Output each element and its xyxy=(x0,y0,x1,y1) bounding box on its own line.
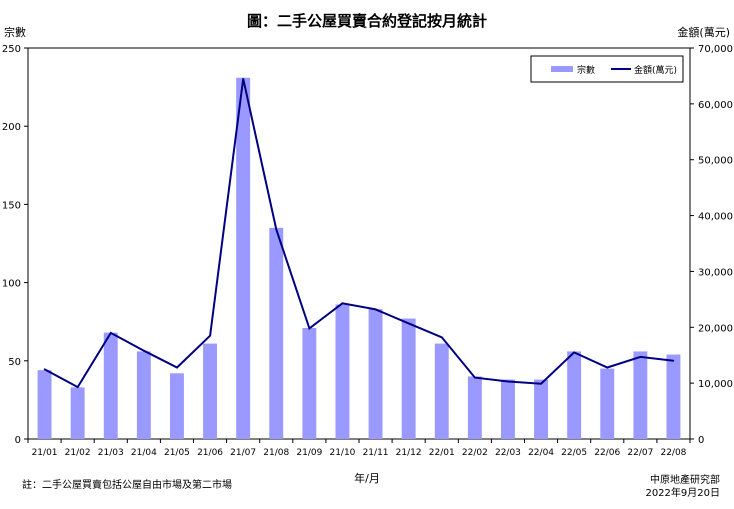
bar xyxy=(203,343,218,439)
x-tick-label: 21/05 xyxy=(164,448,190,458)
x-tick-label: 22/01 xyxy=(429,448,455,458)
bar xyxy=(136,351,151,439)
x-tick-label: 21/11 xyxy=(363,448,389,458)
x-tick-label: 21/08 xyxy=(263,448,289,458)
bar xyxy=(70,387,85,439)
x-tick-label: 21/09 xyxy=(296,448,322,458)
amount-point xyxy=(639,356,642,358)
x-tick-label: 21/04 xyxy=(131,448,157,458)
x-tick-label: 21/07 xyxy=(230,448,256,458)
amount-point xyxy=(109,332,112,334)
amount-point xyxy=(440,336,443,339)
x-tick-label: 21/03 xyxy=(98,448,124,458)
x-tick-label: 22/03 xyxy=(495,448,521,458)
x-tick-label: 22/02 xyxy=(462,448,488,458)
amount-point xyxy=(209,334,211,337)
amount-point xyxy=(407,322,410,325)
amount-point xyxy=(143,349,145,352)
bar xyxy=(666,354,681,439)
y-right-tick-label: 30,000 xyxy=(698,267,733,278)
amount-point xyxy=(374,308,377,311)
bar xyxy=(269,227,284,439)
legend-swatch-count xyxy=(551,66,573,72)
x-tick-label: 21/12 xyxy=(396,448,422,458)
y-right-tick-label: 60,000 xyxy=(698,100,733,111)
amount-point xyxy=(43,368,46,370)
x-axis-label: 年/月 xyxy=(354,472,380,485)
bar xyxy=(534,379,549,439)
x-tick-label: 22/06 xyxy=(594,448,620,458)
bar xyxy=(103,332,118,439)
y-right-tick-label: 50,000 xyxy=(698,156,733,167)
bar xyxy=(600,368,615,439)
y-left-tick-label: 150 xyxy=(2,200,21,211)
y-left-tick-label: 200 xyxy=(2,122,21,133)
x-tick-label: 22/08 xyxy=(660,448,686,458)
y-left-tick-label: 0 xyxy=(15,435,21,446)
amount-line xyxy=(44,78,674,389)
amount-point xyxy=(76,386,79,388)
amount-point xyxy=(242,77,244,80)
bar xyxy=(467,376,482,439)
footnote: 註：二手公屋買賣包括公屋自由市場及第二市場 xyxy=(22,480,232,491)
x-tick-label: 22/04 xyxy=(528,448,554,458)
chart-title: 圖：二手公屋買賣合約登記按月統計 xyxy=(246,12,487,30)
y-right-tick-label: 40,000 xyxy=(698,212,733,223)
source-org: 中原地產研究部 xyxy=(650,475,720,486)
bar xyxy=(401,318,416,439)
bar xyxy=(500,379,515,439)
amount-point xyxy=(341,302,344,305)
x-tick-label: 21/02 xyxy=(65,448,91,458)
y-left-tick-label: 50 xyxy=(8,357,21,368)
y-axis-right-label: 金額(萬元) xyxy=(677,26,730,39)
amount-point xyxy=(176,366,178,369)
y-axis-left-label: 宗數 xyxy=(4,26,26,39)
source-credit: 中原地產研究部 2022年9月20日 xyxy=(645,474,720,500)
bar xyxy=(169,373,184,439)
bar xyxy=(567,351,582,439)
bar xyxy=(37,370,52,439)
x-tick-label: 22/05 xyxy=(561,448,587,458)
legend-label-amount: 金額(萬元) xyxy=(634,64,677,76)
y-right-tick-label: 20,000 xyxy=(698,323,733,334)
bar xyxy=(302,327,317,439)
amount-point xyxy=(308,327,311,330)
bar xyxy=(633,351,648,439)
x-tick-label: 21/01 xyxy=(32,448,58,458)
x-tick-label: 21/06 xyxy=(197,448,223,458)
amount-point xyxy=(540,382,542,385)
amount-point xyxy=(672,360,675,362)
amount-point xyxy=(606,366,609,369)
amount-point xyxy=(507,380,509,383)
x-tick-label: 21/10 xyxy=(329,448,355,458)
source-date: 2022年9月20日 xyxy=(645,488,720,499)
legend-label-count: 宗數 xyxy=(577,64,595,76)
amount-point xyxy=(275,228,278,231)
bar xyxy=(236,77,251,439)
y-right-tick-label: 70,000 xyxy=(698,44,733,55)
y-left-tick-label: 250 xyxy=(2,44,21,55)
y-left-tick-label: 100 xyxy=(2,279,21,290)
amount-point xyxy=(573,351,575,354)
bar xyxy=(335,304,350,439)
y-right-tick-label: 10,000 xyxy=(698,379,733,390)
amount-point xyxy=(474,376,476,379)
legend-box xyxy=(530,55,684,83)
y-right-tick-label: 0 xyxy=(698,435,704,446)
plot-area xyxy=(27,47,691,440)
bar xyxy=(434,343,449,439)
bar xyxy=(368,309,383,439)
x-tick-label: 22/07 xyxy=(627,448,653,458)
